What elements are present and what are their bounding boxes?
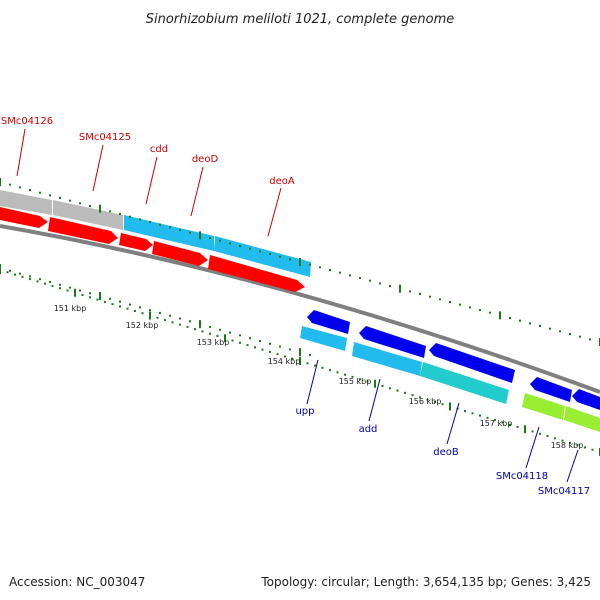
label-deoa: deoA xyxy=(269,176,295,187)
topology-text: Topology: circular; Length: 3,654,135 bp… xyxy=(260,575,591,589)
label-smc04118: SMc04118 xyxy=(496,471,548,482)
map-title: Sinorhizobium meliloti 1021, complete ge… xyxy=(146,12,455,27)
gene-smc04117 xyxy=(564,406,600,432)
label-deob: deoB xyxy=(433,447,459,458)
cds-reverse-1 xyxy=(307,310,350,334)
leader-deod xyxy=(190,166,204,217)
leader-cdd xyxy=(145,156,158,205)
gene-upp xyxy=(300,326,347,351)
kbp-label-153: 153 kbp xyxy=(197,338,230,347)
leader-add xyxy=(368,378,381,422)
cds-reverse-2 xyxy=(359,326,426,358)
kbp-label-157: 157 kbp xyxy=(480,419,513,428)
leader-smc04117 xyxy=(566,449,579,483)
kbp-label-151: 151 kbp xyxy=(54,304,87,313)
accession-text: Accession: NC_003047 xyxy=(9,575,145,589)
cds-arrow-3 xyxy=(119,233,153,251)
kbp-label-154: 154 kbp xyxy=(268,357,301,366)
label-smc04125: SMc04125 xyxy=(79,132,131,143)
cds-reverse-4 xyxy=(530,377,572,402)
leader-smc04125 xyxy=(92,144,104,192)
gene-smc04125 xyxy=(53,200,123,230)
label-smc04117: SMc04117 xyxy=(538,486,590,497)
kbp-label-155: 155 kbp xyxy=(339,377,372,386)
kbp-label-152: 152 kbp xyxy=(126,321,159,330)
kbp-label-156: 156 kbp xyxy=(409,397,442,406)
gene-cdd xyxy=(124,215,214,251)
label-upp: upp xyxy=(295,406,314,417)
gene-deod-deoa xyxy=(214,236,311,277)
cds-arrow-4 xyxy=(152,241,208,266)
genome-backbone xyxy=(0,224,600,394)
label-cdd: cdd xyxy=(150,144,168,155)
cds-reverse-5 xyxy=(572,389,600,410)
leader-upp xyxy=(306,359,319,405)
lower-tick-track xyxy=(0,266,600,456)
leader-deoa xyxy=(267,187,282,237)
cds-arrow-1 xyxy=(0,207,48,228)
cds-arrow-2 xyxy=(48,217,118,244)
cds-reverse-3 xyxy=(429,343,515,383)
leader-smc04118 xyxy=(525,426,540,469)
label-smc04126: SMc04126 xyxy=(1,116,53,127)
gene-smc04126 xyxy=(0,190,52,215)
mid-tick-track xyxy=(0,264,311,357)
gene-smc04118 xyxy=(522,393,565,420)
gene-add xyxy=(352,342,422,376)
leader-smc04126 xyxy=(16,128,26,177)
leader-deob xyxy=(446,402,460,445)
kbp-label-158: 158 kbp xyxy=(551,441,584,450)
cds-arrow-5 xyxy=(208,255,305,292)
gene-deob xyxy=(420,362,509,404)
upper-tick-track xyxy=(0,178,600,346)
label-deod: deoD xyxy=(192,154,219,165)
label-add: add xyxy=(359,424,378,435)
